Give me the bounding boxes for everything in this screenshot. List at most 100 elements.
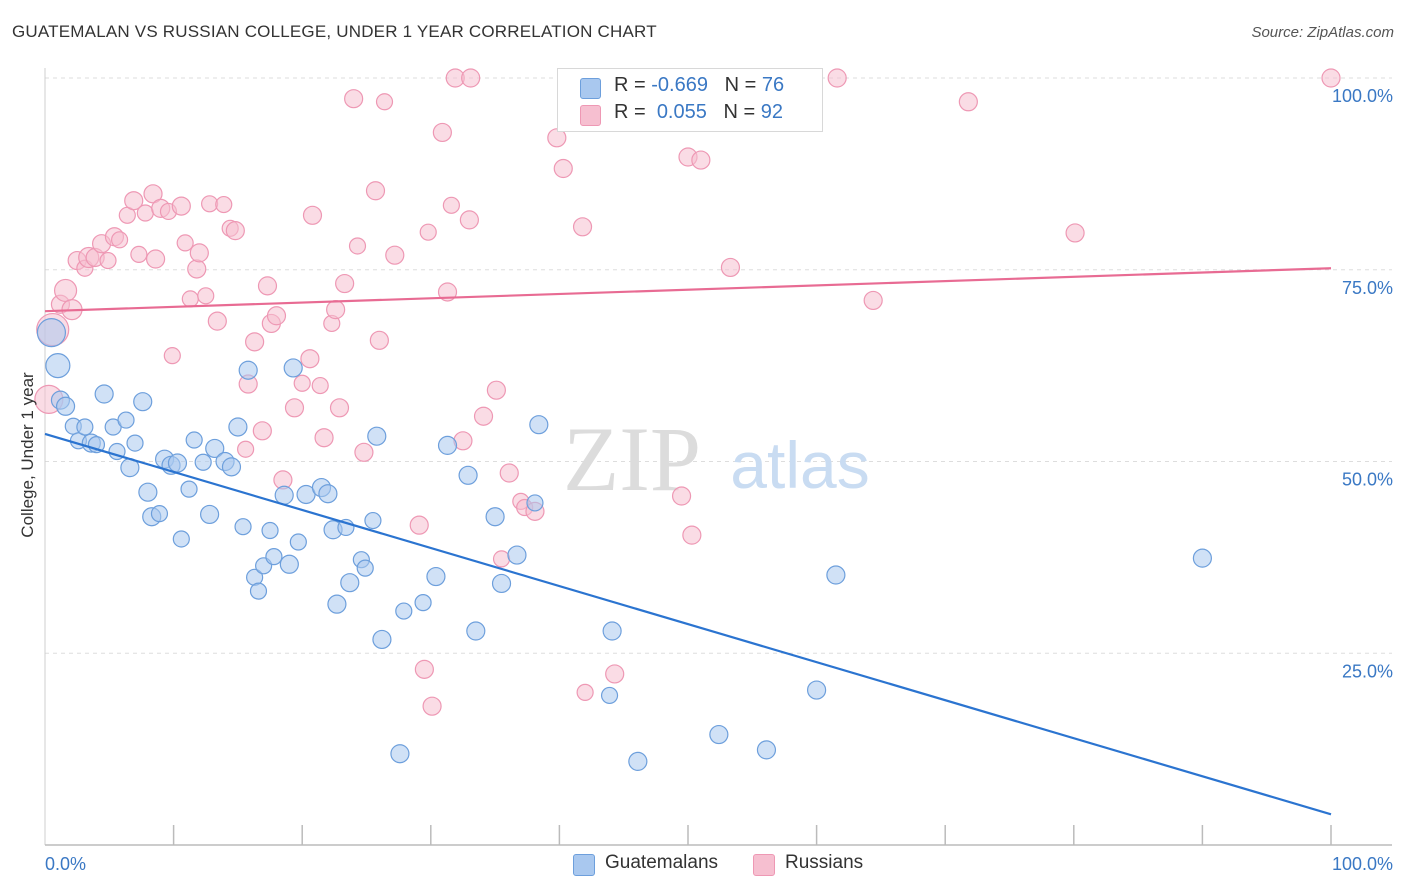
russian-point	[863, 290, 883, 311]
guatemalan-point	[167, 453, 188, 473]
russian-point	[547, 128, 567, 148]
guatemalan-point	[526, 494, 544, 512]
guatemalan-point	[318, 484, 338, 504]
russian-point	[419, 223, 437, 241]
russian-point	[197, 287, 215, 305]
russian-point	[266, 306, 287, 326]
guatemalan-point	[234, 518, 252, 536]
guatemalan-point	[261, 521, 279, 540]
guatemalan-point	[395, 602, 413, 620]
guatemalan-point	[356, 559, 374, 577]
russian-point	[958, 92, 978, 112]
y-tick-label: 75.0%	[1342, 278, 1393, 298]
russian-point	[827, 68, 847, 88]
russian-point	[691, 150, 711, 170]
russian-point	[375, 93, 394, 111]
guatemalan-point	[458, 465, 478, 485]
russian-point	[422, 696, 442, 716]
guatemalan-point	[600, 686, 619, 705]
russians-trend-line	[44, 267, 1332, 313]
guatemalan-point	[340, 573, 360, 593]
russian-point	[187, 259, 207, 279]
guatemalan-point	[221, 457, 242, 477]
russian-point	[300, 349, 320, 369]
guatemalan-point	[806, 680, 827, 700]
legend-r-label: R =	[614, 74, 652, 96]
russian-point	[215, 195, 233, 214]
guatemalan-point	[194, 453, 212, 471]
russian-point	[53, 278, 78, 303]
russian-point	[130, 245, 148, 264]
guatemalan-point	[327, 594, 347, 614]
guatemalan-point	[709, 724, 729, 745]
russian-point	[314, 428, 334, 448]
guatemalan-point	[265, 548, 283, 566]
guatemalan-point	[205, 438, 225, 459]
guatemalan-point	[45, 353, 71, 379]
russian-point	[576, 683, 594, 701]
bottom-legend-swatch-guatemalans	[573, 854, 595, 876]
guatemalan-point	[367, 426, 387, 446]
russian-point	[354, 442, 374, 462]
guatemalan-point	[390, 744, 410, 764]
guatemalan-point	[36, 318, 67, 348]
russian-point	[461, 68, 481, 88]
guatemalan-point	[228, 417, 248, 437]
guatemalan-point	[507, 545, 527, 565]
legend-r-label: R =	[614, 101, 652, 123]
russian-point	[335, 273, 355, 294]
russian-point	[409, 515, 429, 535]
russian-point	[124, 191, 144, 211]
russian-point	[145, 249, 166, 269]
guatemalan-point	[364, 511, 382, 530]
stats-legend: R = -0.669 N = 76 R = 0.055 N = 92	[557, 68, 823, 132]
guatemalan-point	[150, 505, 169, 523]
legend-swatch-russians	[580, 105, 601, 126]
russian-point	[329, 398, 350, 418]
russian-point	[293, 374, 311, 392]
guatemalan-point	[756, 740, 777, 760]
russian-point	[171, 196, 191, 216]
russian-point	[189, 243, 209, 263]
russian-point	[99, 251, 117, 270]
russian-point	[605, 664, 625, 684]
russian-point	[442, 196, 460, 214]
russian-point	[207, 311, 227, 331]
legend-text-russians: R = 0.055 N = 92	[614, 101, 783, 124]
guatemalan-point	[491, 573, 512, 594]
bottom-legend-label-russians: Russians	[785, 852, 864, 873]
guatemalan-point	[55, 396, 76, 416]
guatemalan-point	[126, 434, 144, 452]
watermark-atlas: atlas	[730, 428, 869, 502]
russian-point	[473, 406, 494, 426]
russian-point	[326, 300, 346, 320]
legend-r-value-russians: 0.055	[656, 101, 707, 123]
russian-point	[369, 330, 389, 350]
guatemalans-points	[36, 318, 1213, 771]
russian-point	[163, 347, 181, 365]
russian-point	[252, 421, 272, 441]
bottom-legend-label-guatemalans: Guatemalans	[605, 852, 719, 873]
guatemalan-point	[437, 435, 458, 455]
russian-point	[245, 332, 265, 352]
guatemalan-point	[274, 485, 294, 505]
guatemalans-trend-line	[44, 432, 1332, 816]
chart-title: GUATEMALAN VS RUSSIAN COLLEGE, UNDER 1 Y…	[12, 22, 657, 41]
gridlines	[45, 77, 1392, 654]
legend-n-label: N =	[724, 74, 762, 96]
russian-point	[459, 210, 479, 230]
y-tick-label: 50.0%	[1342, 470, 1393, 490]
guatemalan-point	[185, 431, 203, 449]
y-tick-label: 100.0%	[1332, 86, 1393, 106]
guatemalan-point	[1192, 548, 1213, 568]
guatemalan-point	[826, 565, 846, 585]
russian-point	[225, 221, 245, 241]
guatemalan-point	[180, 480, 198, 498]
russian-point	[344, 89, 364, 109]
russian-point	[136, 204, 154, 222]
russian-point	[432, 122, 452, 143]
guatemalan-point	[133, 392, 153, 412]
bottom-legend-swatch-russians	[753, 854, 775, 876]
russian-point	[302, 205, 323, 225]
